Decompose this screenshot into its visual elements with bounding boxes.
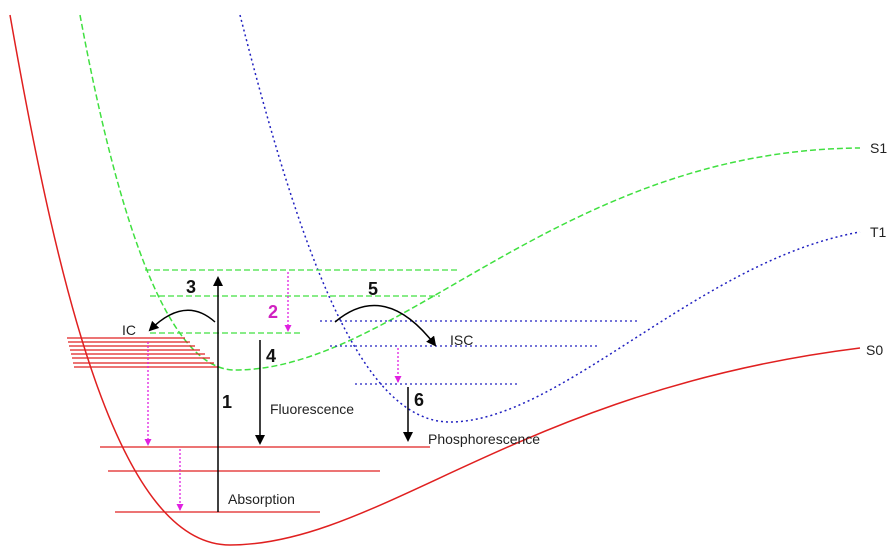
process-label: Fluorescence [270, 401, 354, 417]
s0-levels [67, 337, 430, 513]
step-number: 5 [368, 279, 378, 299]
s1-curve [79, 14, 861, 371]
process-label: Phosphorescence [428, 431, 540, 447]
step-number: 4 [266, 346, 276, 366]
state-label: S0 [866, 342, 883, 358]
t1-curve [239, 14, 861, 423]
step-number: 1 [222, 392, 232, 412]
state-label: S1 [870, 140, 887, 156]
process-label: IC [122, 322, 136, 338]
step-number: 2 [268, 302, 278, 322]
t1-levels [320, 320, 640, 385]
step-number: 3 [186, 277, 196, 297]
s1-levels [145, 269, 460, 334]
step-number: 6 [414, 390, 424, 410]
state-label: T1 [870, 224, 887, 240]
arrows [148, 276, 437, 512]
s0-curve [9, 14, 861, 546]
process-label: ISC [450, 332, 473, 348]
relaxation-arrows [144, 272, 402, 511]
process-label: Absorption [228, 491, 295, 507]
